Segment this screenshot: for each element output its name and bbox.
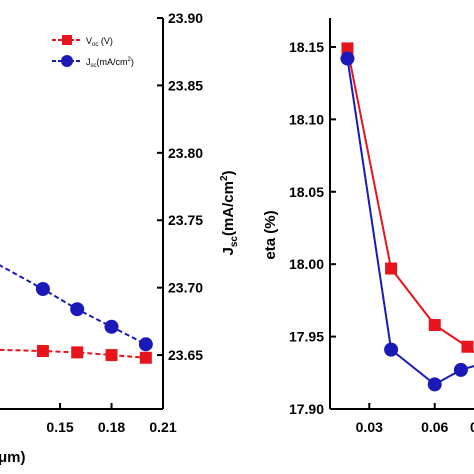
right-y-ticks: 17.90 17.95 18.00 18.05 18.10 18.15 [289,39,336,417]
right-y-tick-label: 17.95 [289,329,324,345]
left-right-y-ticks: 23.65 23.70 23.75 23.80 23.85 23.90 [157,10,203,363]
legend-marker-jsc [61,55,73,67]
left-y-tick-label: 23.70 [168,280,203,296]
right-x-tick-label: 0 [470,419,474,435]
left-y-tick-label: 23.90 [168,10,203,26]
left-series-0-point [71,346,84,359]
left-plot-area [0,264,153,364]
left-y-tick-label: 23.80 [168,145,203,161]
left-series-0-point [105,349,118,362]
left-y-tick-label: 23.65 [168,347,203,363]
right-y-axis-label: eta (%) [262,210,279,259]
right-y-tick-label: 18.10 [289,111,324,127]
left-series-line-1 [0,264,147,346]
left-x-tick-label: 0.15 [46,419,73,435]
left-y-tick-label: 23.75 [168,212,203,228]
left-series-0-point [36,345,49,358]
right-series-1-point [384,342,399,357]
right-plot-area [340,42,474,392]
left-x-tick-label: 0.18 [98,419,125,435]
right-series-0-point [341,42,354,55]
left-panel: 0.15 0.18 0.21 23.6523.7023.7523.8023.8523… [0,10,240,466]
left-x-tick-label: 0.21 [149,419,176,435]
right-y-tick-label: 18.15 [289,39,324,55]
right-series-1-point [340,51,355,66]
right-series-0-point [428,319,441,332]
left-series-line-0 [0,348,146,359]
left-x-ticks: 0.15 0.18 0.21 [46,403,177,435]
legend-label-jsc: Jsc(mA/cm2) [86,57,134,69]
left-series-1-point [138,337,153,352]
right-y-tick-label: 17.90 [289,401,324,417]
left-series-1-point [104,319,119,334]
right-x-tick-label: 0.06 [421,419,448,435]
right-x-ticks: 0.03 0.06 0 [356,403,474,435]
right-series-0-point [385,262,398,275]
left-x-axis-label: μm) [0,449,26,466]
right-series-0-point [461,340,474,353]
right-series-line-0 [346,48,474,354]
right-series-1-point [427,377,442,392]
left-series-1-point [35,282,50,297]
left-legend: Voc (V) Jsc(mA/cm2) [52,35,134,69]
right-series-line-1 [346,58,474,386]
left-series-0-point [139,351,152,364]
left-y-tick-label: 23.85 [168,77,203,93]
left-right-y-axis-label: Jsc(mA/cm2) [219,170,240,255]
right-y-tick-label: 18.05 [289,184,324,200]
right-y-tick-label: 18.00 [289,256,324,272]
right-x-tick-label: 0.03 [356,419,383,435]
right-series-1-point [453,362,468,377]
left-series-1-point [70,302,85,317]
right-panel: 0.03 0.06 0 17.90 17.95 18.00 18.05 18.10 18.15… [262,18,474,435]
legend-marker-voc [62,35,72,45]
legend-label-voc: Voc (V) [86,36,113,48]
